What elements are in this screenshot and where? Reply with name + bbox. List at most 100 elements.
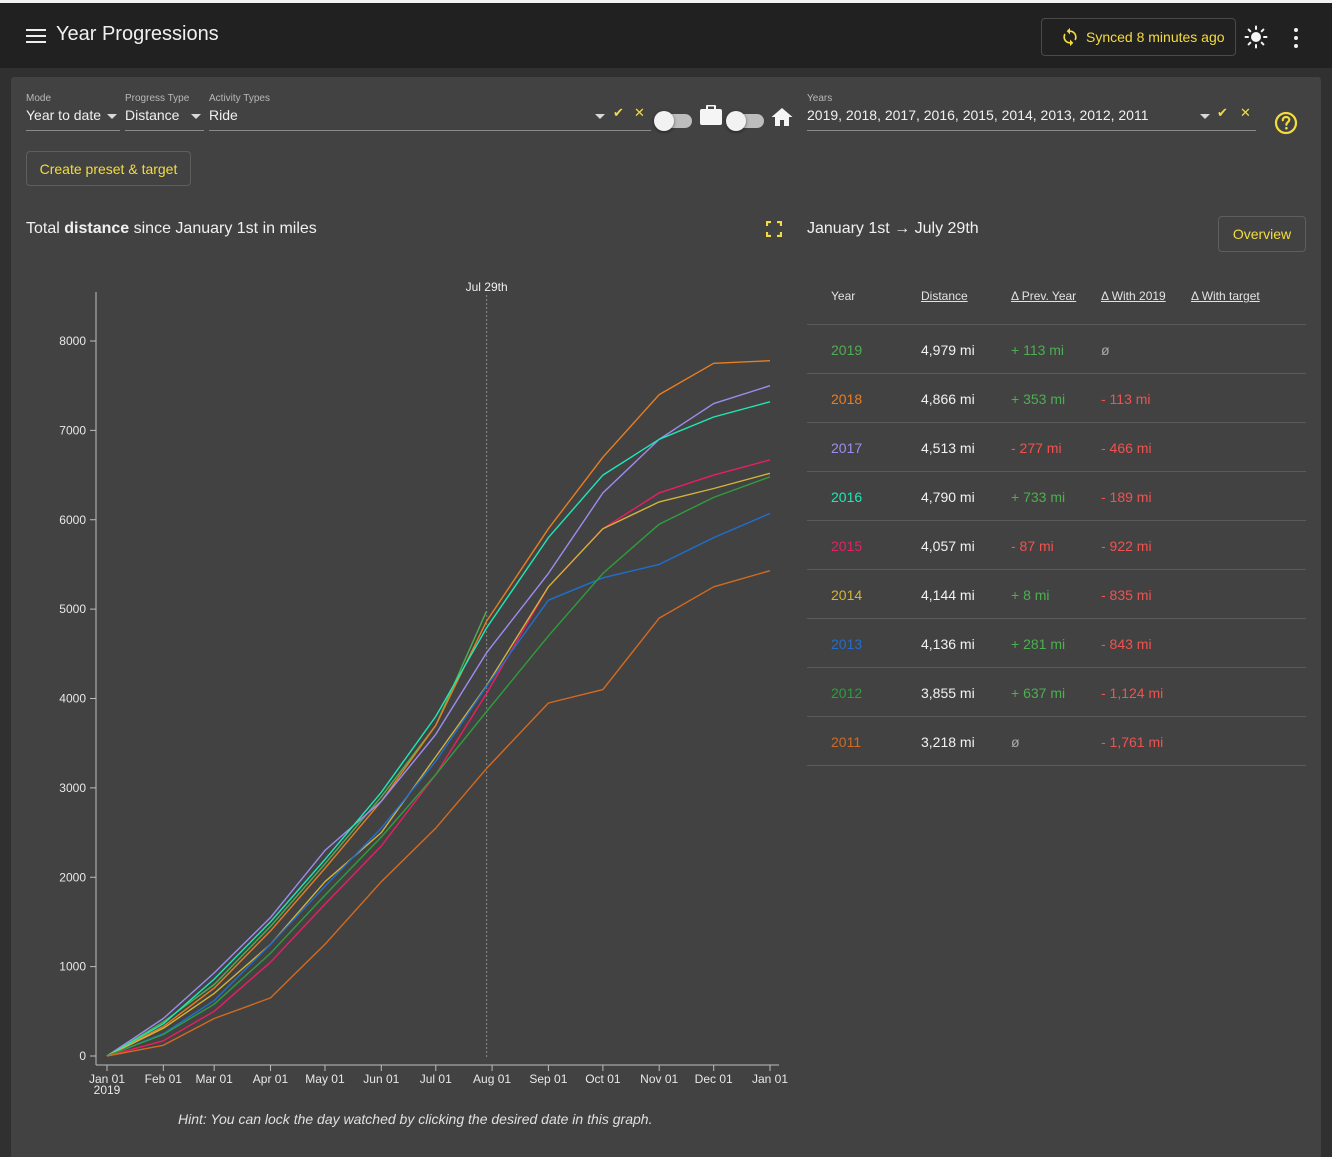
prev-year-delta-cell: + 113 mi	[1011, 342, 1065, 358]
toggle-knob	[654, 111, 674, 131]
close-icon[interactable]: ✕	[1240, 105, 1251, 120]
field-underline	[125, 130, 204, 131]
x-tick-label: Feb 01	[145, 1072, 183, 1086]
x-tick-label: Dec 01	[695, 1072, 733, 1086]
chevron-down-icon[interactable]	[595, 114, 605, 119]
distance-cell: 4,513 mi	[921, 440, 975, 456]
years-select[interactable]: Years 2019, 2018, 2017, 2016, 2015, 2014…	[807, 93, 1256, 133]
close-icon[interactable]: ✕	[634, 105, 645, 120]
y-tick-label: 5000	[59, 602, 86, 616]
distance-cell: 3,218 mi	[921, 734, 975, 750]
mode-value: Year to date	[26, 107, 101, 123]
with-2019-delta-cell: - 843 mi	[1101, 636, 1152, 652]
distance-cell: 4,979 mi	[921, 342, 975, 358]
column-header-with-2019[interactable]: Δ With 2019	[1101, 289, 1166, 303]
y-tick-label: 7000	[59, 423, 86, 437]
series-line-2016	[106, 401, 771, 1057]
table-row: 2017 4,513 mi - 277 mi - 466 mi	[807, 423, 1306, 472]
field-underline	[26, 130, 120, 131]
x-tick-label: Oct 01	[585, 1072, 621, 1086]
chart-hint: Hint: You can lock the day watched by cl…	[178, 1111, 653, 1127]
series-line-2018	[106, 360, 771, 1057]
table-body: 2019 4,979 mi + 113 mi ø 2018 4,866 mi + 353 m…	[807, 325, 1306, 766]
double-check-icon[interactable]: ✔	[613, 105, 624, 120]
sync-icon	[1063, 27, 1077, 47]
column-header-year: Year	[831, 289, 856, 303]
x-tick-label: May 01	[305, 1072, 345, 1086]
x-tick-label: Jun 01	[363, 1072, 399, 1086]
sync-button[interactable]: Synced 8 minutes ago	[1041, 18, 1236, 56]
y-tick-label: 6000	[59, 513, 86, 527]
column-header-prev-year[interactable]: Δ Prev. Year	[1011, 289, 1077, 303]
home-toggle[interactable]	[726, 111, 764, 131]
x-tick-label: Mar 01	[195, 1072, 233, 1086]
commute-toggle[interactable]	[654, 111, 692, 131]
years-value: 2019, 2018, 2017, 2016, 2015, 2014, 2013…	[807, 107, 1149, 123]
page-title: Year Progressions	[56, 23, 219, 45]
activity-types-label: Activity Types	[209, 93, 270, 104]
y-tick-label: 0	[79, 1049, 86, 1063]
year-cell: 2011	[831, 734, 862, 750]
briefcase-icon	[700, 105, 722, 125]
x-tick-label: Apr 01	[253, 1072, 289, 1086]
x-tick-label: Jan 01	[752, 1072, 788, 1086]
progress-type-value: Distance	[125, 107, 180, 123]
series-line-2011	[106, 570, 771, 1057]
table-header: Year Distance Δ Prev. Year Δ With 2019 Δ…	[807, 273, 1306, 325]
prev-year-delta-cell: + 8 mi	[1011, 587, 1050, 603]
create-preset-button[interactable]: Create preset & target	[26, 151, 191, 186]
y-tick-label: 8000	[59, 334, 86, 348]
with-2019-delta-cell: - 922 mi	[1101, 538, 1152, 554]
menu-icon[interactable]	[26, 29, 46, 43]
toggle-knob	[726, 111, 746, 131]
app-bar: Year Progressions Synced 8 minutes ago	[0, 0, 1332, 68]
help-circle-icon[interactable]	[1274, 111, 1298, 135]
y-tick-label: 4000	[59, 692, 86, 706]
marker-label: Jul 29th	[466, 280, 508, 294]
distance-cell: 4,057 mi	[921, 538, 975, 554]
year-cell: 2019	[831, 342, 863, 358]
mode-label: Mode	[26, 93, 52, 104]
more-vert-icon[interactable]	[1293, 28, 1299, 48]
column-header-with-target[interactable]: Δ With target	[1191, 289, 1260, 303]
distance-cell: 4,866 mi	[921, 391, 975, 407]
progress-type-label: Progress Type	[125, 93, 190, 104]
chevron-down-icon	[191, 114, 201, 119]
distance-cell: 4,144 mi	[921, 587, 975, 603]
x-tick-label: Sep 01	[529, 1072, 567, 1086]
double-check-icon[interactable]: ✔	[1217, 105, 1228, 120]
sync-status-label: Synced 8 minutes ago	[1086, 29, 1225, 45]
with-2019-delta-cell: - 1,761 mi	[1101, 734, 1164, 750]
with-2019-delta-cell: ø	[1101, 342, 1110, 358]
x-tick-label: Jan 01	[89, 1072, 125, 1086]
brightness-icon[interactable]	[1244, 25, 1268, 54]
series-line-2013	[106, 512, 771, 1057]
period-range: January 1st → July 29th	[807, 220, 979, 237]
field-underline	[209, 130, 651, 131]
summary-table: Year Distance Δ Prev. Year Δ With 2019 Δ…	[807, 273, 1306, 766]
column-header-distance[interactable]: Distance	[921, 289, 968, 303]
year-cell: 2014	[831, 587, 863, 603]
x-tick-label: Aug 01	[473, 1072, 511, 1086]
y-tick-label: 3000	[59, 781, 86, 795]
activity-types-select[interactable]: Activity Types Ride ✔ ✕	[209, 93, 651, 133]
overview-button[interactable]: Overview	[1218, 216, 1306, 252]
home-icon	[771, 108, 793, 126]
with-2019-delta-cell: - 1,124 mi	[1101, 685, 1164, 701]
progress-type-select[interactable]: Progress Type Distance	[125, 93, 204, 133]
fullscreen-icon[interactable]	[766, 221, 782, 237]
chevron-down-icon	[107, 114, 117, 119]
x-tick-label: Nov 01	[640, 1072, 678, 1086]
y-tick-label: 1000	[59, 960, 86, 974]
prev-year-delta-cell: ø	[1011, 734, 1020, 750]
year-cell: 2015	[831, 538, 863, 554]
y-tick-label: 2000	[59, 870, 86, 884]
distance-cell: 4,790 mi	[921, 489, 975, 505]
distance-cell: 3,855 mi	[921, 685, 975, 701]
chevron-down-icon[interactable]	[1200, 114, 1210, 119]
prev-year-delta-cell: - 87 mi	[1011, 538, 1054, 554]
table-row: 2019 4,979 mi + 113 mi ø	[807, 325, 1306, 374]
years-label: Years	[807, 93, 833, 104]
progression-chart[interactable]: 0 1000 2000 3000 4000 5000 6000 7000 8000 Jan 01 F…	[11, 257, 801, 1107]
mode-select[interactable]: Mode Year to date	[26, 93, 120, 133]
